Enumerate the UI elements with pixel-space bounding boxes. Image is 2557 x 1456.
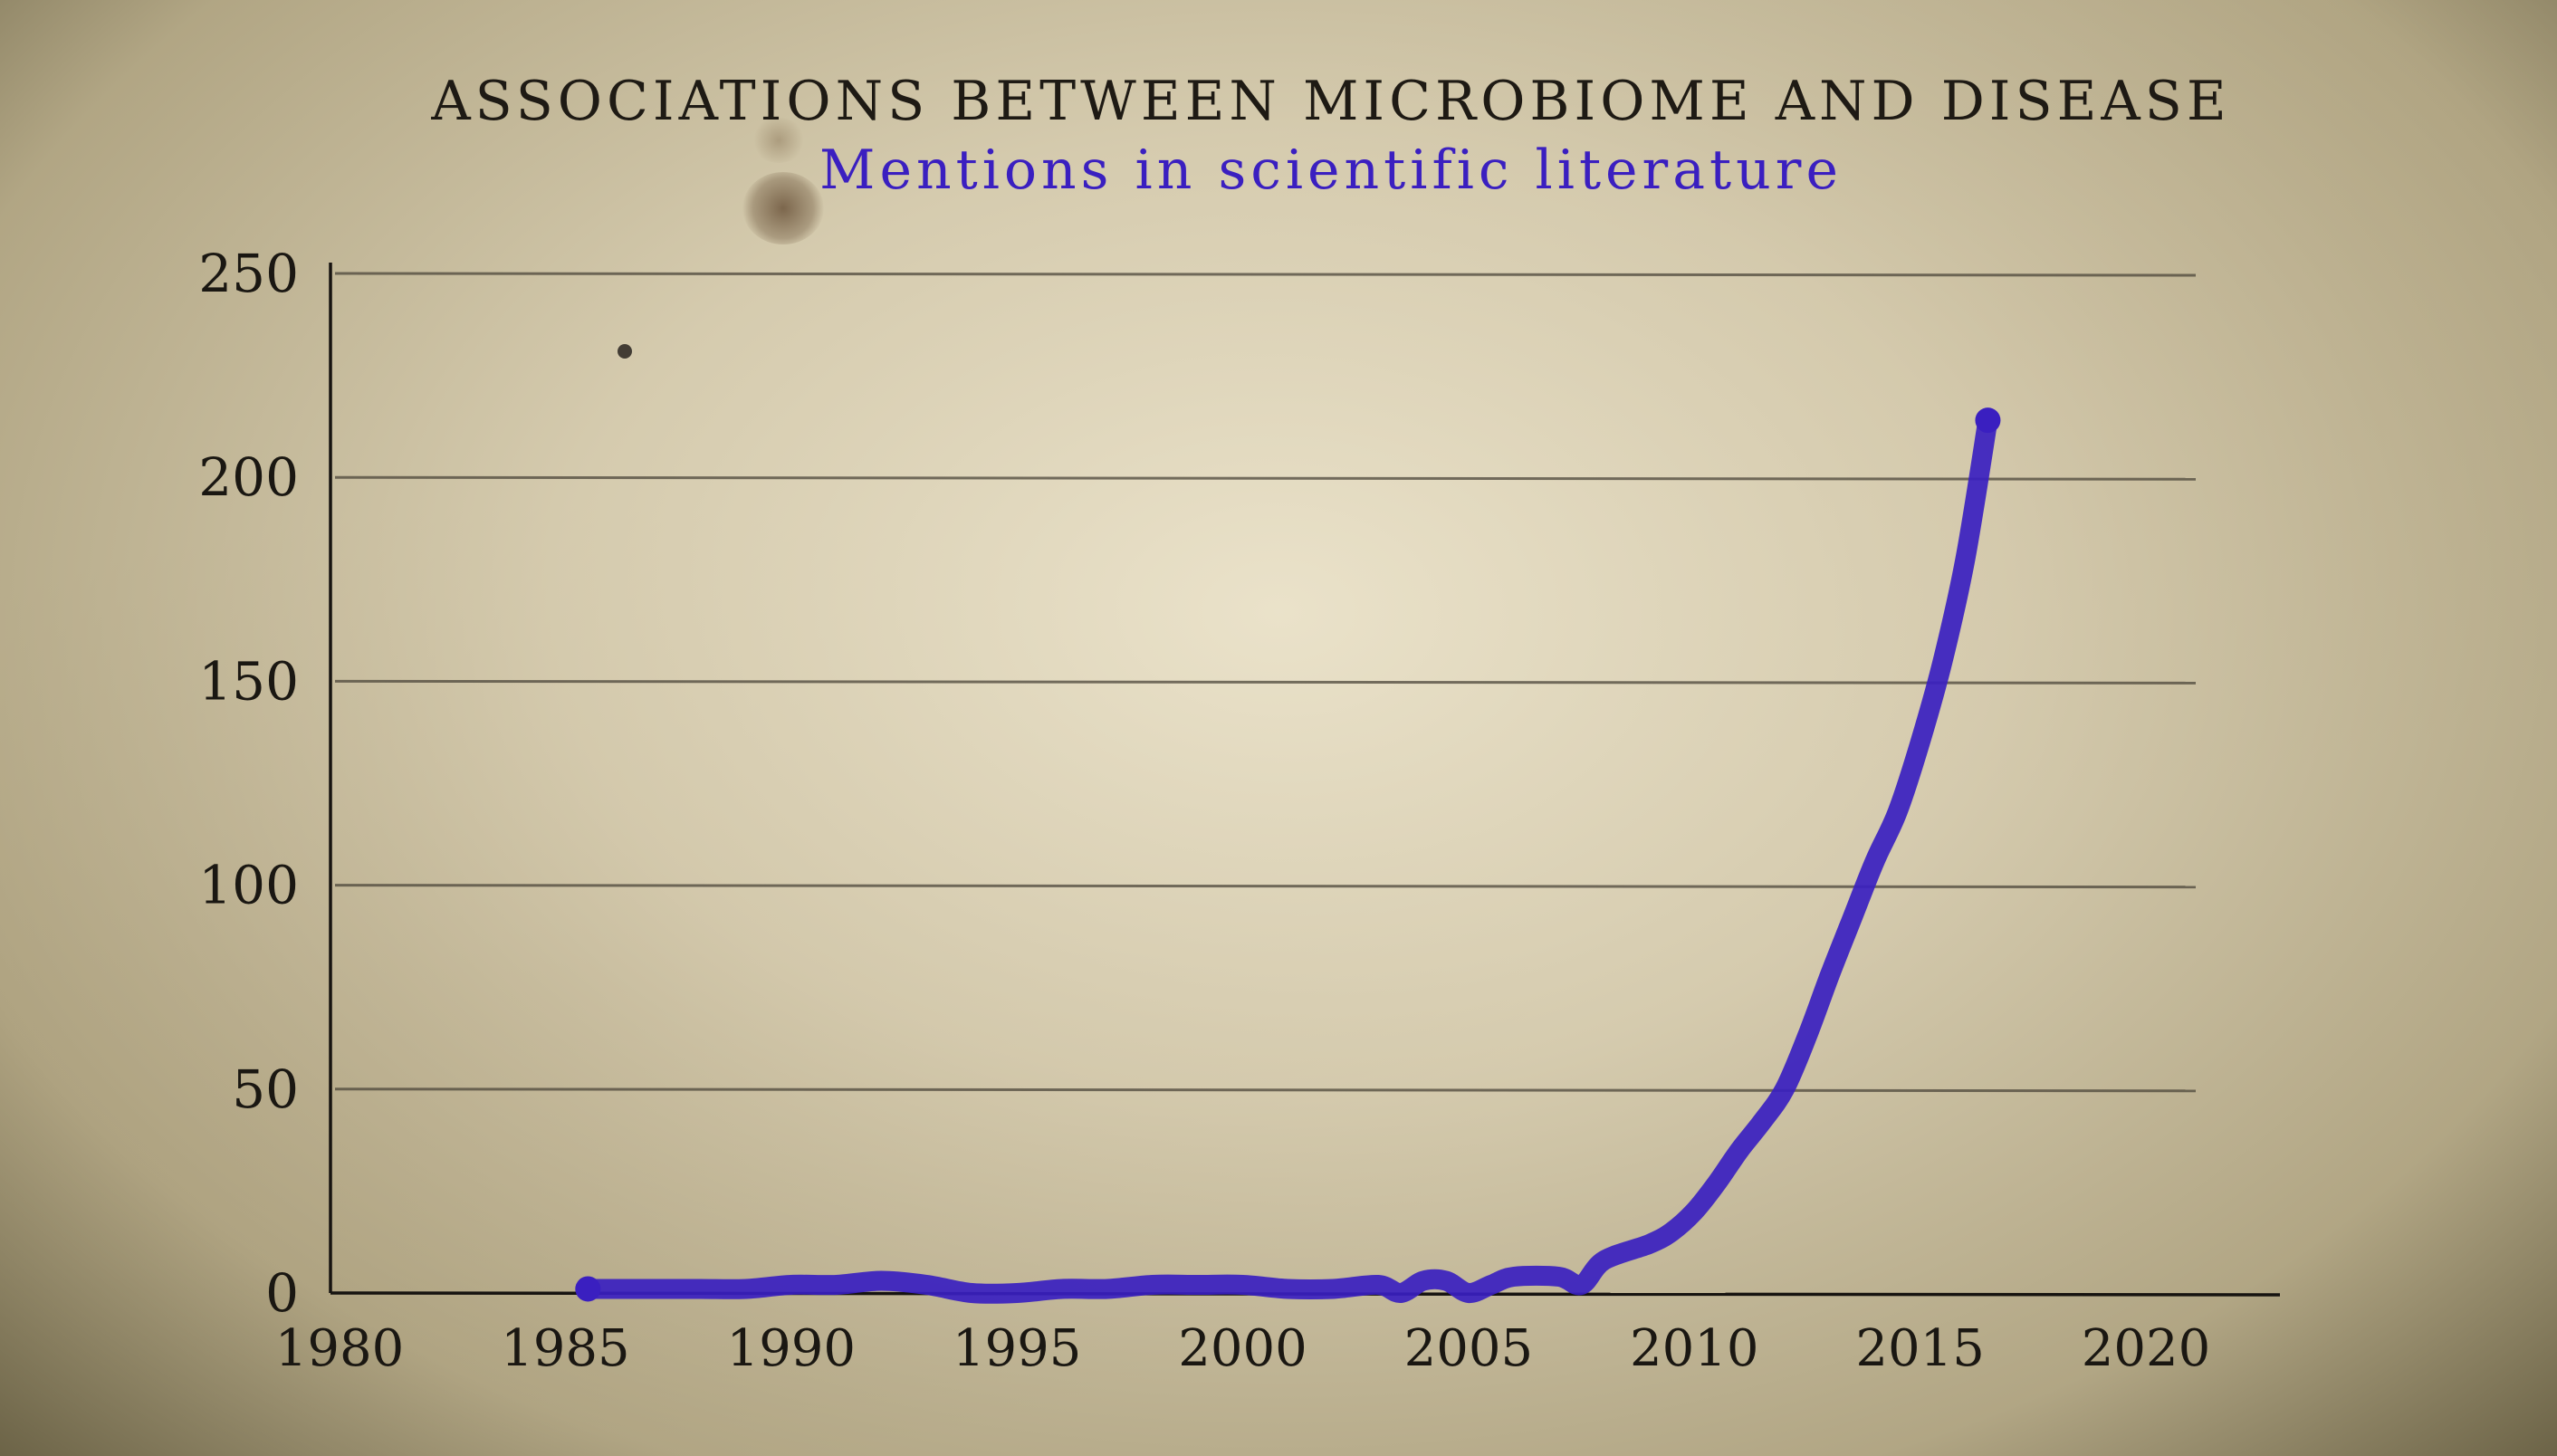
x-tick-label-1990: 1990 (726, 1319, 856, 1378)
gridline-y-250 (334, 272, 2197, 277)
x-tick-label-2010: 2010 (1630, 1319, 1759, 1378)
chart-subtitle: Mentions in scientific literature (819, 139, 1843, 202)
x-tick-labels: 1980 1985 1990 1995 2000 2005 2010 2015 2020 (275, 1319, 2211, 1378)
x-tick-label-1980: 1980 (275, 1319, 405, 1378)
y-tick-labels: 0 50 100 150 200 250 (198, 243, 299, 1324)
series-end-point-0 (1975, 407, 2001, 434)
gridline-y-50 (334, 1087, 2197, 1093)
gridline-y-150 (334, 679, 2197, 685)
y-tick-label-100: 100 (198, 855, 299, 916)
x-tick-label-1985: 1985 (501, 1319, 630, 1378)
y-tick-label-50: 50 (232, 1058, 299, 1120)
x-tick-label-2015: 2015 (1855, 1319, 1985, 1378)
gridline-y-100 (334, 884, 2197, 889)
x-tick-label-2000: 2000 (1178, 1319, 1307, 1378)
gridline-y-200 (334, 475, 2197, 481)
series-start-point-0 (575, 1276, 601, 1302)
x-tick-label-1995: 1995 (953, 1319, 1082, 1378)
y-tick-label-150: 150 (198, 650, 299, 712)
x-tick-label-2005: 2005 (1404, 1319, 1534, 1378)
chart-title: ASSOCIATIONS BETWEEN MICROBIOME AND DISE… (430, 70, 2230, 133)
x-tick-label-2020: 2020 (2082, 1319, 2211, 1378)
y-tick-label-250: 250 (198, 243, 299, 304)
series-group (575, 407, 2001, 1304)
y-tick-label-200: 200 (198, 446, 299, 508)
series-line-0 (578, 410, 1998, 1304)
grid-lines (334, 272, 2197, 1093)
y-tick-label-0: 0 (265, 1262, 299, 1324)
